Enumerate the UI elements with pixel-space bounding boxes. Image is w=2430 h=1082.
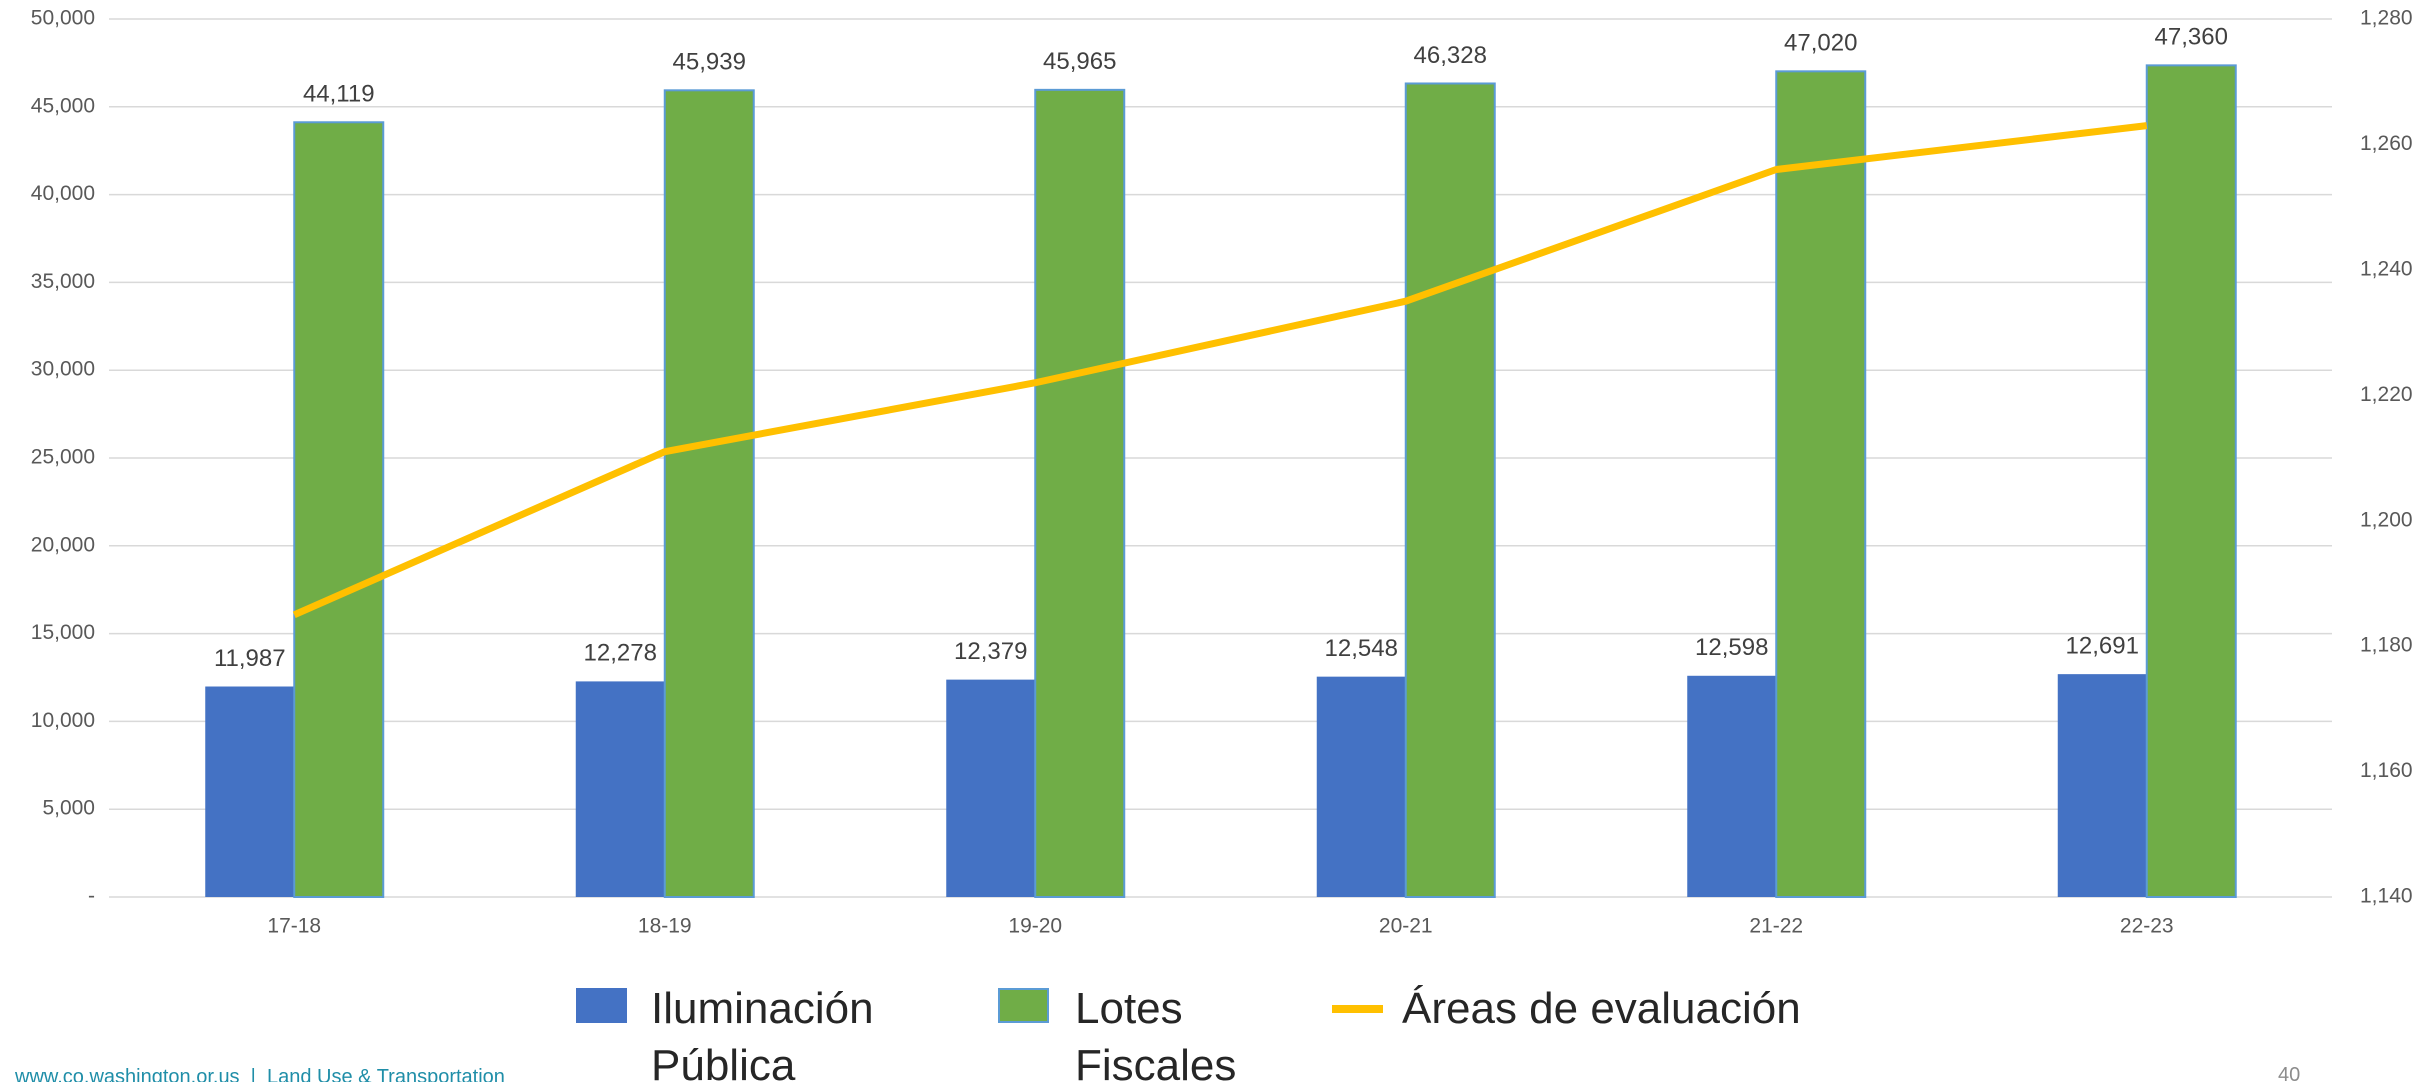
bar [1034, 88, 1126, 898]
y2-tick-label: 1,160 [2360, 759, 2413, 782]
x-tick-label: 19-20 [1008, 915, 1062, 938]
data-label: 45,939 [673, 49, 746, 76]
x-tick-label: 21-22 [1749, 915, 1803, 938]
y-tick-label: 30,000 [31, 358, 95, 381]
x-tick-label: 22-23 [2120, 915, 2174, 938]
y-tick-label: 40,000 [31, 182, 95, 205]
legend-label: Iluminación Pública [651, 984, 874, 1082]
data-label: 12,379 [954, 638, 1027, 665]
x-tick-label: 17-18 [267, 915, 321, 938]
legend-label: Lotes Fiscales [1075, 984, 1237, 1082]
y2-tick-label: 1,220 [2360, 383, 2413, 406]
y-tick-label: 20,000 [31, 533, 95, 556]
y2-tick-label: 1,280 [2360, 7, 2413, 30]
line-series [292, 122, 2148, 618]
y2-tick-label: 1,200 [2360, 508, 2413, 531]
x-tick-label: 20-21 [1379, 915, 1433, 938]
bar [205, 686, 295, 897]
y2-tick-label: 1,180 [2360, 634, 2413, 657]
legend-swatch [998, 988, 1049, 1023]
data-label: 47,360 [2155, 24, 2228, 51]
y-tick-label: 25,000 [31, 446, 95, 469]
data-label: 12,691 [2066, 632, 2139, 659]
y-tick-label: 10,000 [31, 709, 95, 732]
bar [2145, 64, 2237, 898]
legend-swatch [1332, 1005, 1383, 1013]
bar [663, 89, 755, 898]
page-number: 40 [2278, 1064, 2301, 1082]
data-label: 46,328 [1414, 42, 1487, 69]
data-label: 12,548 [1325, 635, 1398, 662]
data-label: 47,020 [1784, 30, 1857, 57]
y-tick-label: 50,000 [31, 7, 95, 30]
y-tick-label: 15,000 [31, 621, 95, 644]
y-tick-label: - [88, 885, 95, 908]
legend-label: Áreas de evaluación [1402, 984, 1801, 1033]
legend-swatch [576, 988, 627, 1023]
y-tick-label: 35,000 [31, 270, 95, 293]
y2-tick-label: 1,260 [2360, 132, 2413, 155]
data-label: 11,987 [214, 645, 286, 672]
y2-tick-label: 1,240 [2360, 257, 2413, 280]
data-label: 45,965 [1043, 48, 1116, 75]
bar [1775, 70, 1867, 898]
bar [1687, 675, 1777, 897]
data-label: 12,598 [1695, 634, 1768, 661]
bar [1316, 676, 1406, 897]
bar [293, 121, 385, 898]
bar [946, 679, 1036, 897]
data-label: 44,119 [303, 81, 375, 108]
data-label: 12,278 [584, 640, 657, 667]
bar [1404, 82, 1496, 898]
y-tick-label: 45,000 [31, 94, 95, 117]
y2-tick-label: 1,140 [2360, 885, 2413, 908]
bar [575, 681, 665, 897]
bar [2057, 674, 2147, 897]
footer-website: www.co.washington.or.us | Land Use & Tra… [15, 1066, 505, 1082]
x-tick-label: 18-19 [638, 915, 692, 938]
y-tick-label: 5,000 [42, 797, 95, 820]
